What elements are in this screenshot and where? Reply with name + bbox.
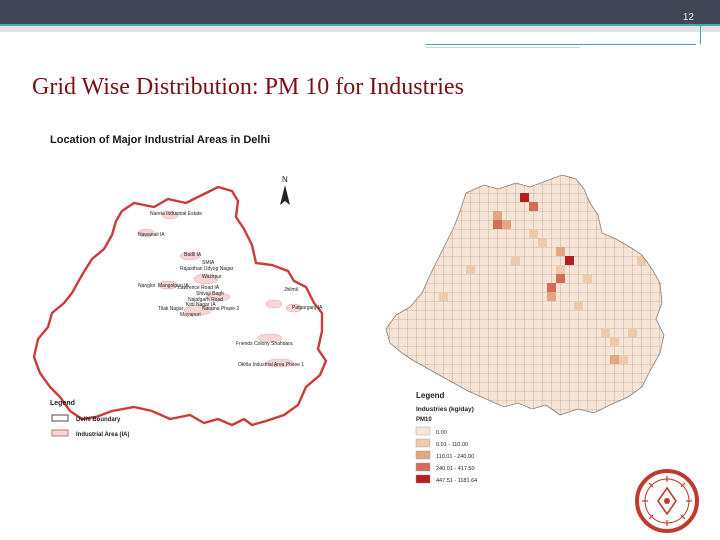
- grid-cells: [386, 175, 664, 415]
- label-mayapuri: Mayapuri: [180, 312, 201, 318]
- frame-line: [700, 24, 701, 44]
- svg-text:240.01 - 417.50: 240.01 - 417.50: [436, 466, 475, 472]
- svg-text:Industrial Area (IA): Industrial Area (IA): [76, 432, 129, 438]
- svg-text:Delhi Boundary: Delhi Boundary: [76, 417, 121, 423]
- pm10-grid-map: Legend Industries (kg/day) PM10 0.00 0.0…: [385, 175, 665, 484]
- svg-text:0.00: 0.00: [436, 430, 447, 436]
- delhi-boundary: [32, 185, 328, 427]
- industrial-area-patches: [137, 210, 303, 368]
- label-nangloi: Nangloi: [138, 283, 155, 289]
- label-shivaji-bagh: Shivaji Bagh: [196, 291, 224, 297]
- accent-band: [0, 26, 720, 32]
- svg-text:Legend: Legend: [416, 391, 445, 400]
- label-rajasthan-udyog: Rajasthan Udyog Nagar: [180, 266, 234, 272]
- legend-swatch-1: [415, 438, 431, 448]
- label-smia: SMIA: [202, 260, 215, 266]
- legend-swatch-ia: [51, 429, 69, 437]
- legend-swatch-4: [415, 474, 431, 484]
- legend-swatch-2: [415, 450, 431, 460]
- map-legend: Legend Delhi Boundary Industrial Area (I…: [50, 400, 129, 438]
- label-kirti-nagar: Kirti Nagar IA: [186, 302, 216, 308]
- svg-text:Industries (kg/day): Industries (kg/day): [416, 406, 474, 413]
- label-patparganj: Patparganj IA: [292, 305, 323, 311]
- label-nawanali: Nawanali IA: [138, 232, 165, 238]
- map-title: Location of Major Industrial Areas in De…: [50, 134, 270, 146]
- svg-text:447.51 - 1181.64: 447.51 - 1181.64: [436, 478, 477, 484]
- label-tilak-nagar: Tilak Nagar: [158, 306, 184, 312]
- label-okhla: Okhla Industrial Area Phase 1: [238, 362, 304, 368]
- svg-text:Legend: Legend: [50, 400, 75, 407]
- top-bar: [0, 0, 720, 24]
- label-wazirpur: Wazirpur: [202, 274, 222, 280]
- institution-logo-icon: [635, 469, 699, 533]
- legend-swatch-3: [415, 462, 431, 472]
- label-friends-colony: Friends Colony Shahdara: [236, 341, 293, 347]
- svg-text:0.01 - 110.00: 0.01 - 110.00: [436, 442, 468, 448]
- label-narela: Narela Industrial Estate: [150, 211, 202, 217]
- accent-rule: [426, 44, 696, 45]
- label-badli: Badli IA: [184, 252, 202, 258]
- legend-swatch-0: [415, 426, 431, 436]
- industrial-areas-map: Location of Major Industrial Areas in De…: [32, 134, 328, 438]
- svg-text:110.01 - 240.00: 110.01 - 240.00: [436, 454, 474, 460]
- label-naraina: Naraina Phase 2: [202, 306, 239, 312]
- pm10-legend: Legend Industries (kg/day) PM10 0.00 0.0…: [415, 391, 477, 484]
- grid-boundary: [385, 175, 665, 416]
- legend-swatch-boundary: [51, 414, 69, 422]
- accent-line: [0, 24, 720, 26]
- label-jhilmil: Jhilmil: [284, 287, 298, 293]
- label-najafgarh-road: Najafgarh Road: [188, 297, 223, 303]
- north-arrow-icon: N: [280, 175, 290, 205]
- label-mangolpuri: Mangolpuri IA: [158, 283, 190, 289]
- area-labels: Narela Industrial Estate Nawanali IA Bad…: [138, 211, 323, 368]
- slide-title: Grid Wise Distribution: PM 10 for Indust…: [32, 74, 464, 100]
- svg-text:N: N: [282, 175, 288, 184]
- label-lawrence-road: Lawrence Road IA: [178, 285, 220, 291]
- accent-rule-short: [426, 47, 580, 48]
- svg-text:PM10: PM10: [416, 417, 432, 423]
- slide-number: 12: [682, 12, 694, 23]
